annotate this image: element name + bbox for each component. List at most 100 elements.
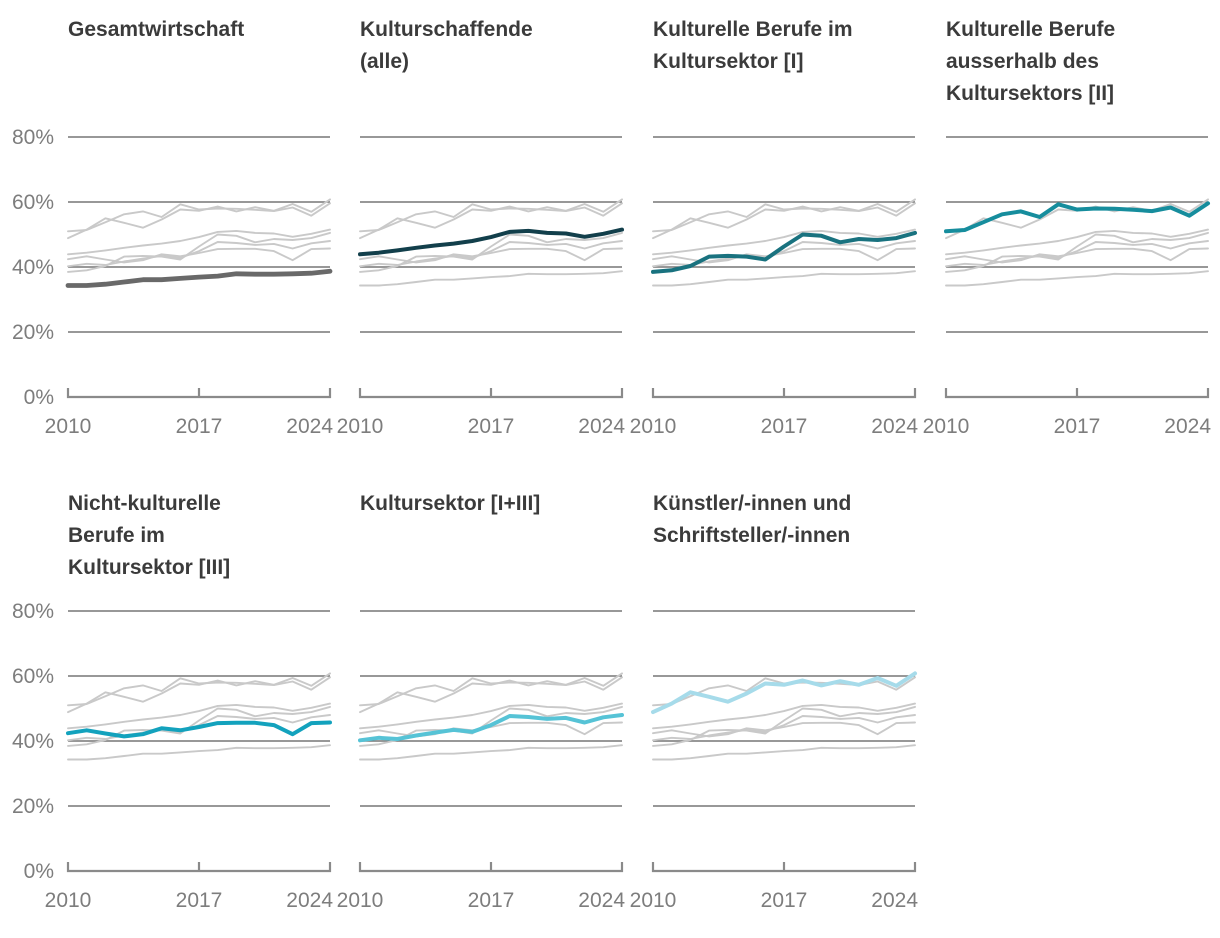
x-axis <box>66 388 332 399</box>
x-tick-label: 2010 <box>923 415 970 438</box>
chart-nicht-kulturelle-berufe-3: 2010 2017 2024 80% 60% 40% 20% 0% <box>12 600 333 912</box>
y-tick-label: 20% <box>12 795 54 818</box>
x-tick-label: 2024 <box>286 889 333 912</box>
context-series-line <box>945 231 1209 273</box>
context-series-line <box>67 705 331 747</box>
panel-kultursektor-1-3: Kultursektor [I+III] 2010 2017 2024 <box>337 488 643 918</box>
highlight-series-line <box>358 713 624 743</box>
context-series-line <box>945 228 1209 256</box>
x-tick-label: 2017 <box>176 889 223 912</box>
chart-kulturelle-berufe-kultursektor-1: 2010 2017 2024 <box>630 136 918 438</box>
context-series-line <box>67 744 331 761</box>
highlight-series-line <box>358 227 624 257</box>
panel-title: Künstler/-innen und Schriftsteller/-inne… <box>653 492 852 547</box>
x-tick-label: 2024 <box>578 889 625 912</box>
context-series-line <box>359 240 623 268</box>
context-series-line <box>67 198 331 240</box>
x-tick-label: 2010 <box>337 415 384 438</box>
x-tick-label: 2017 <box>1054 415 1101 438</box>
context-series-line <box>652 270 916 287</box>
panel-title: Gesamtwirtschaft <box>68 18 245 41</box>
context-series-line <box>652 744 916 761</box>
panel-kulturelle-berufe-kultursektor-1: Kulturelle Berufe im Kultursektor [I] 20… <box>630 14 936 444</box>
context-series-line <box>67 247 331 264</box>
y-tick-label: 80% <box>12 126 54 149</box>
context-series-line <box>359 202 623 233</box>
context-series-line <box>652 721 916 738</box>
x-tick-label: 2010 <box>630 889 677 912</box>
x-tick-label: 2010 <box>45 415 92 438</box>
x-tick-label: 2024 <box>578 415 625 438</box>
y-tick-label: 60% <box>12 665 54 688</box>
x-axis <box>651 388 917 399</box>
x-axis <box>358 862 624 873</box>
chart-kulturschaffende-alle: 2010 2017 2024 <box>337 136 625 438</box>
chart-kultursektor-1-3: 2010 2017 2024 <box>337 610 625 912</box>
x-axis <box>66 862 332 873</box>
y-tick-label: 20% <box>12 321 54 344</box>
context-series-line <box>359 702 623 730</box>
panel-gesamtwirtschaft: Gesamtwirtschaft 2010 2017 2024 80% 60% 40% 20… <box>0 14 350 444</box>
context-series-line <box>652 198 916 240</box>
panel-kulturelle-berufe-ausserhalb-2: Kulturelle Berufe ausserhalb des Kulturs… <box>923 14 1220 444</box>
x-tick-label: 2024 <box>871 415 918 438</box>
context-series-line <box>67 231 331 273</box>
panel-title: Kulturelle Berufe im Kultursektor [I] <box>653 18 853 73</box>
context-series-line <box>945 270 1209 287</box>
x-tick-label: 2017 <box>761 889 808 912</box>
context-series-line <box>652 202 916 233</box>
y-tick-label: 0% <box>24 860 54 883</box>
context-series-line <box>945 247 1209 264</box>
context-series-line <box>945 240 1209 268</box>
context-series-line <box>359 231 623 273</box>
highlight-series-line <box>651 230 917 274</box>
x-tick-label: 2010 <box>45 889 92 912</box>
context-series-line <box>945 198 1209 240</box>
x-axis <box>358 388 624 399</box>
context-series-line <box>67 676 331 707</box>
context-series-line <box>652 714 916 742</box>
panel-nicht-kulturelle-berufe-3: Nicht-kulturelle Berufe im Kultursektor … <box>0 488 350 918</box>
context-series-line <box>359 270 623 287</box>
panel-kulturschaffende-alle: Kulturschaffende (alle) 2010 2017 2024 <box>337 14 643 444</box>
panel-title: Kultursektor [I+III] <box>360 492 541 515</box>
y-tick-label: 80% <box>12 600 54 623</box>
x-axis <box>944 388 1210 399</box>
chart-gesamtwirtschaft: 2010 2017 2024 80% 60% 40% 20% 0% <box>12 126 333 438</box>
context-series-line <box>67 202 331 233</box>
x-tick-label: 2017 <box>468 415 515 438</box>
panel-title: Kulturelle Berufe ausserhalb des Kulturs… <box>946 18 1116 105</box>
highlight-series-line <box>65 268 333 288</box>
x-tick-label: 2017 <box>468 889 515 912</box>
context-series-line <box>67 702 331 730</box>
small-multiples-grid: Gesamtwirtschaft 2010 2017 2024 80% 60% 40% 20… <box>0 14 1220 918</box>
highlight-series-line <box>66 720 332 739</box>
empty-cell <box>936 488 1220 918</box>
context-series-line <box>359 676 623 707</box>
chart-kuenstler-schriftsteller: 2010 2017 2024 <box>630 610 918 912</box>
context-series-line <box>652 228 916 256</box>
y-tick-label: 40% <box>12 256 54 279</box>
x-tick-label: 2017 <box>761 415 808 438</box>
context-series-line <box>652 705 916 747</box>
x-tick-label: 2010 <box>630 415 677 438</box>
y-tick-label: 60% <box>12 191 54 214</box>
context-series-line <box>359 198 623 240</box>
panel-kuenstler-schriftsteller: Künstler/-innen und Schriftsteller/-inne… <box>630 488 936 918</box>
y-tick-label: 0% <box>24 386 54 409</box>
context-series-line <box>359 247 623 264</box>
context-series-line <box>359 672 623 714</box>
context-series-line <box>652 702 916 730</box>
x-tick-label: 2010 <box>337 889 384 912</box>
x-tick-label: 2024 <box>1164 415 1211 438</box>
panel-title: Kulturschaffende (alle) <box>360 18 533 73</box>
x-tick-label: 2024 <box>286 415 333 438</box>
context-series-line <box>67 672 331 714</box>
x-axis <box>651 862 917 873</box>
context-series-line <box>652 247 916 264</box>
context-series-line <box>67 228 331 256</box>
chart-kulturelle-berufe-ausserhalb-2: 2010 2017 2024 <box>923 136 1211 438</box>
x-tick-label: 2024 <box>871 889 918 912</box>
context-series-line <box>359 744 623 761</box>
panel-title: Nicht-kulturelle Berufe im Kultursektor … <box>68 492 231 579</box>
